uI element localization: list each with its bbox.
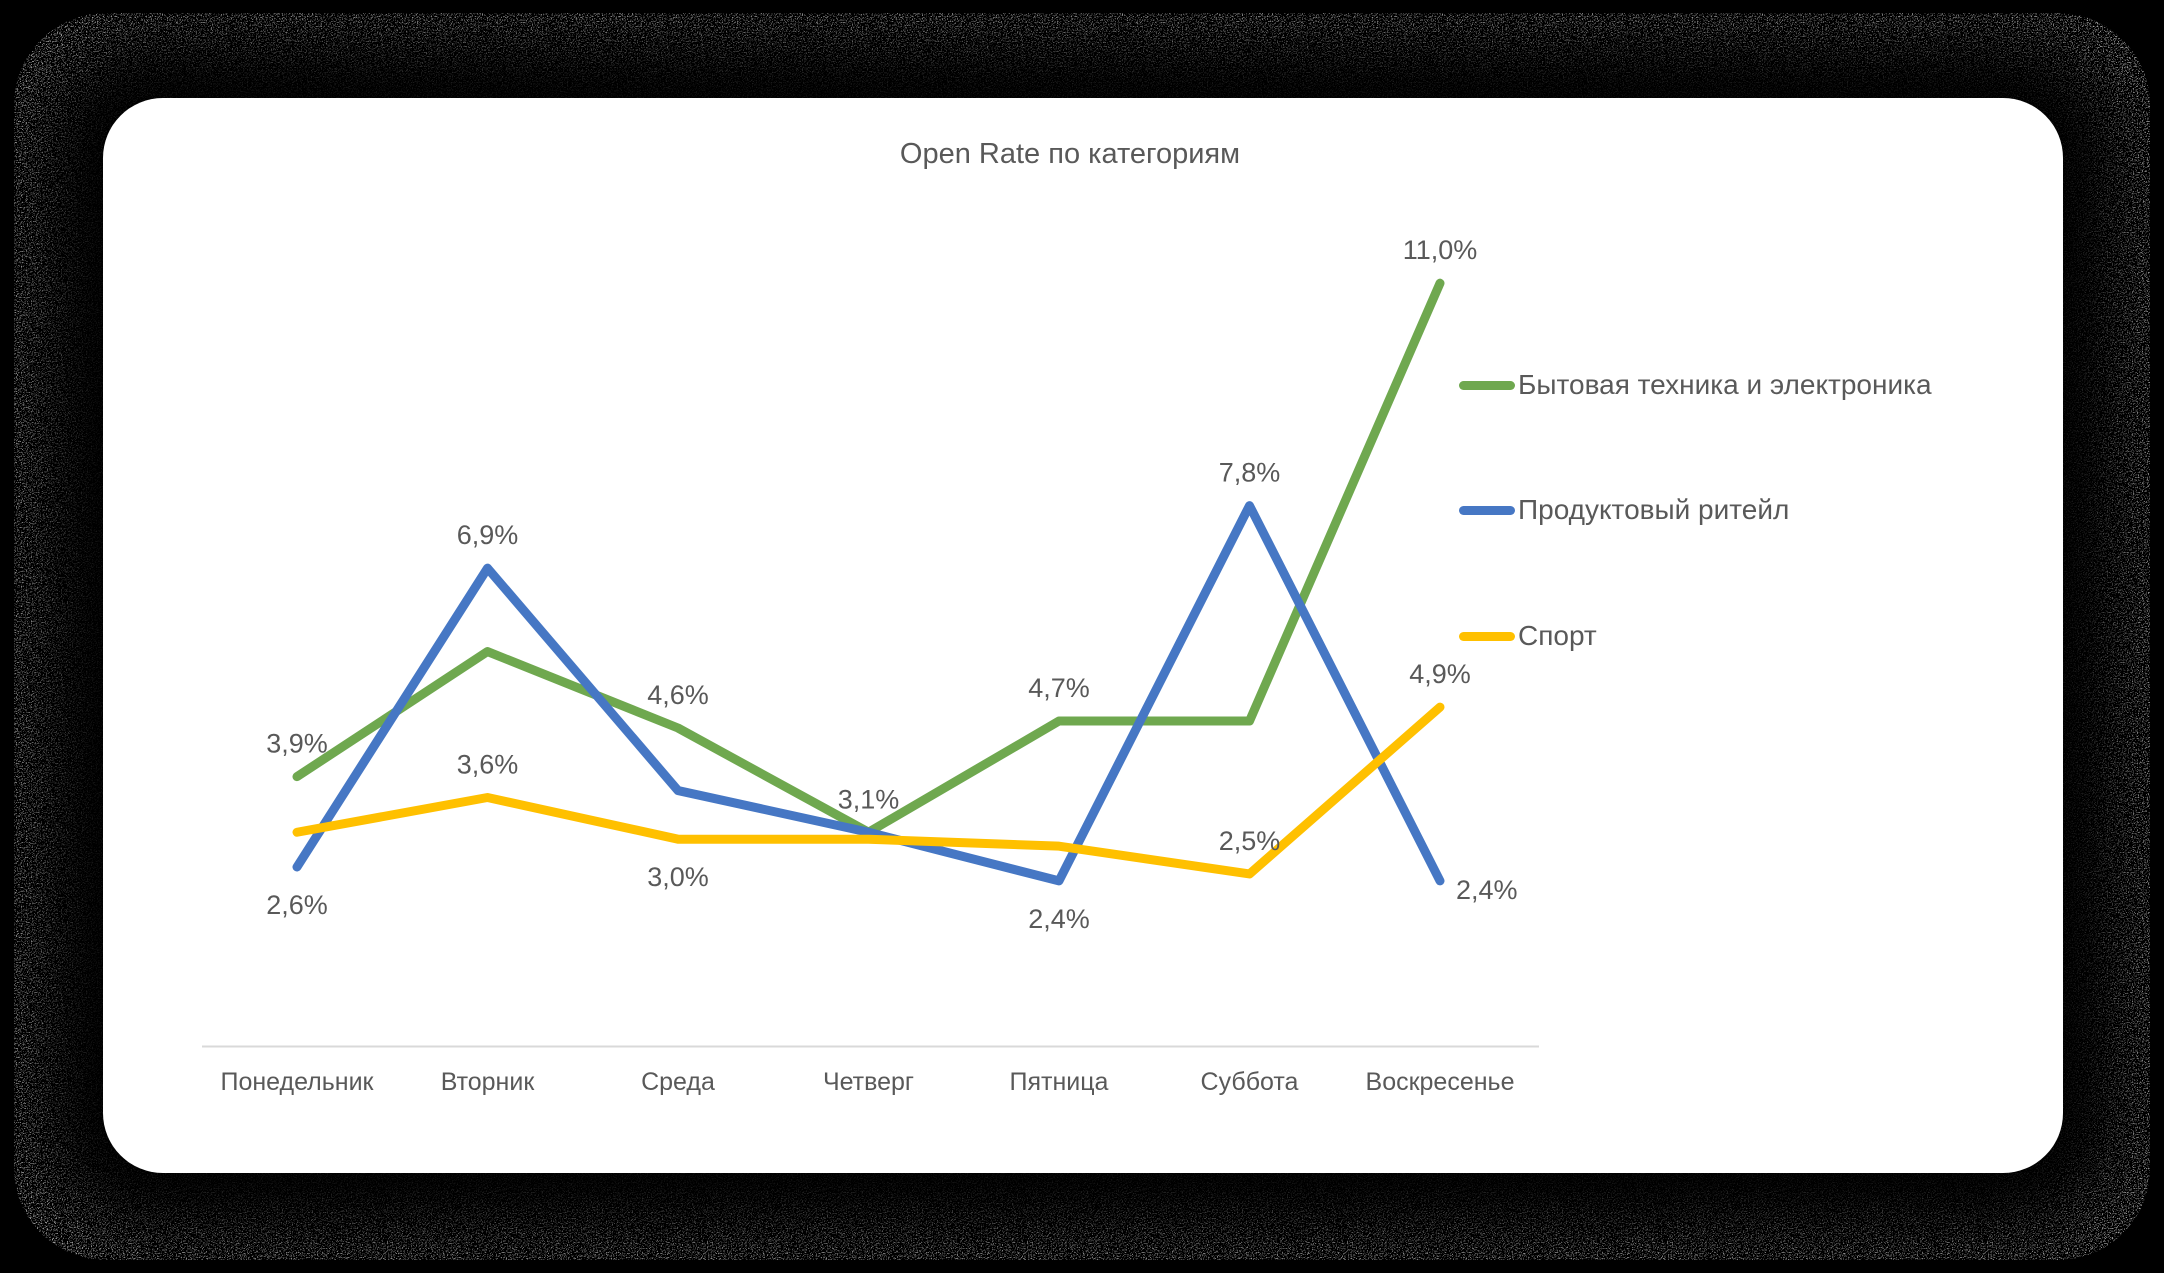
x-axis-label: Воскресенье	[1366, 1068, 1515, 1096]
data-label: 2,6%	[266, 890, 328, 920]
line-chart-plot: Понедельник Вторник Среда Четверг Пятница Суб…	[202, 235, 1539, 1096]
data-label: 2,4%	[1456, 875, 1518, 905]
data-label: 4,6%	[647, 680, 709, 710]
x-axis-label: Среда	[641, 1068, 715, 1096]
data-label: 4,9%	[1409, 659, 1471, 689]
x-axis-label: Суббота	[1201, 1068, 1299, 1096]
x-axis-label: Вторник	[441, 1068, 536, 1096]
x-axis-label: Пятница	[1010, 1068, 1109, 1096]
chart-card: Open Rate по категориям Понедельник Вторн…	[103, 98, 2063, 1173]
data-label: 7,8%	[1219, 458, 1281, 488]
series-line-2	[292, 702, 1445, 879]
data-label: 3,1%	[838, 784, 900, 814]
series-line-1	[292, 501, 1445, 886]
data-label: 3,9%	[266, 729, 328, 759]
data-label: 11,0%	[1403, 235, 1478, 265]
data-label: 4,7%	[1028, 673, 1090, 703]
x-axis-label: Четверг	[823, 1068, 914, 1096]
x-axis-label: Понедельник	[220, 1068, 374, 1096]
chart-title: Open Rate по категориям	[899, 138, 1241, 170]
data-label: 2,5%	[1219, 826, 1281, 856]
data-label: 6,9%	[457, 520, 519, 550]
data-label: 3,6%	[457, 750, 519, 780]
data-label: 2,4%	[1028, 904, 1090, 934]
data-label: 3,0%	[647, 862, 709, 892]
